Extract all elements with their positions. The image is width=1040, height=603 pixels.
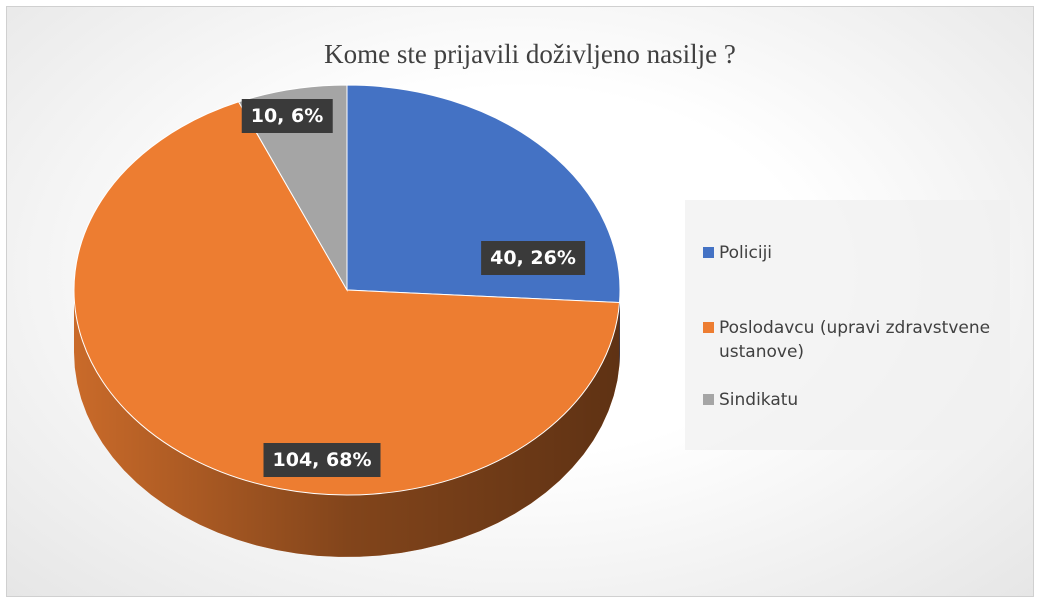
legend-item: Sindikatu — [703, 388, 1003, 412]
legend-swatch — [703, 247, 714, 258]
slice-top — [237, 84, 348, 292]
slice-side-shade — [619, 290, 620, 365]
data-label: 104, 68% — [263, 443, 381, 477]
data-label: 10, 6% — [241, 99, 333, 133]
pie-slice — [73, 101, 621, 557]
chart-title: Kome ste prijavili doživljeno nasilje ? — [324, 39, 736, 69]
legend-swatch — [703, 394, 714, 405]
data-label: 40, 26% — [481, 241, 585, 275]
slice-side-shade — [74, 290, 620, 557]
legend-label: Policiji — [719, 243, 773, 263]
slice-top — [73, 101, 621, 496]
legend: Policiji Poslodavcu (upravi zdravstvene u… — [685, 200, 1010, 450]
legend-item: Policiji — [703, 241, 1003, 265]
pie-slice — [237, 84, 348, 292]
legend-item: Poslodavcu (upravi zdravstvene ustanove) — [703, 316, 1003, 364]
legend-label: Sindikatu — [719, 390, 799, 410]
legend-label: Poslodavcu (upravi zdravstvene ustanove) — [719, 318, 991, 362]
legend-swatch — [703, 322, 714, 333]
